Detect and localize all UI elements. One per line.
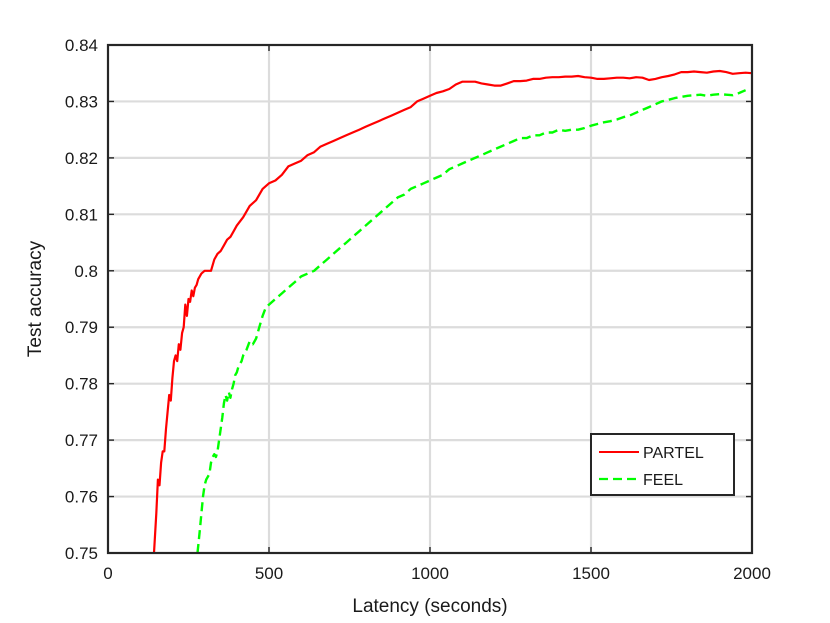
y-tick-label: 0.75 <box>65 544 98 563</box>
legend-label-partel: PARTEL <box>643 445 704 462</box>
y-tick-label: 0.84 <box>65 36 98 55</box>
x-tick-label: 1500 <box>572 564 610 583</box>
tick-labels: 0 500 1000 1500 2000 0.75 0.76 0.77 0.78 0.79 0.8 0… <box>65 36 771 583</box>
y-tick-label: 0.8 <box>74 262 98 281</box>
y-tick-label: 0.79 <box>65 318 98 337</box>
y-tick-label: 0.76 <box>65 488 98 507</box>
y-tick-label: 0.81 <box>65 205 98 224</box>
legend-box <box>590 433 735 496</box>
series-layer <box>152 69 753 554</box>
x-tick-label: 0 <box>103 564 112 583</box>
series-line-partel <box>152 69 753 554</box>
x-tick-label: 500 <box>255 564 283 583</box>
x-axis-label: Latency (seconds) <box>352 596 507 617</box>
axis-ticks <box>107 44 753 554</box>
x-tick-label: 1000 <box>411 564 449 583</box>
grid-lines <box>108 45 752 553</box>
y-tick-label: 0.78 <box>65 375 98 394</box>
x-tick-label: 2000 <box>733 564 771 583</box>
y-tick-label: 0.77 <box>65 431 98 450</box>
y-axis-label: Test accuracy <box>25 240 46 357</box>
series-line-feel <box>196 89 747 554</box>
legend: PARTEL FEEL <box>590 433 735 496</box>
y-tick-label: 0.83 <box>65 92 98 111</box>
legend-label-feel: FEEL <box>643 472 683 489</box>
y-tick-label: 0.82 <box>65 149 98 168</box>
